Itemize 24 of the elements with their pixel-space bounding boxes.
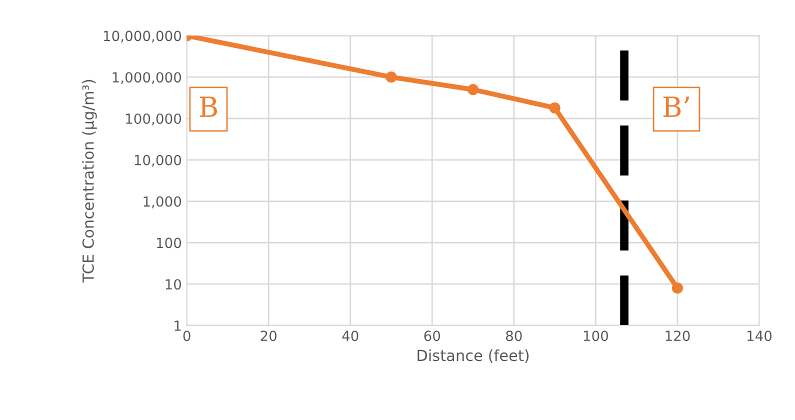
y-axis-title: TCE Concentration (µg/m³) [82,80,97,283]
point [672,282,684,294]
annotation: B’ [663,96,689,117]
annotation: B [200,96,217,117]
y-tick-label: 10,000,000 [104,30,182,43]
x-tick-label: 140 [747,330,772,342]
y-tick-label: 1 [174,320,181,331]
x-tick-label: 120 [666,330,690,342]
point [386,72,397,83]
y-tick-label: 10,000 [134,154,182,167]
x-tick-label: 80 [506,330,522,342]
y-tick-label: 1,000,000 [112,72,182,84]
y-tick-label: 1,000 [144,196,182,208]
y-tick-label: 100 [156,238,182,248]
x-tick-label: 60 [424,330,440,342]
x-axis-title: Distance (feet) [418,349,529,363]
x-tick-label: 20 [260,330,277,342]
point [467,84,479,96]
y-tick-label: 100,000 [126,113,182,126]
x-tick-label: 40 [342,330,358,342]
x-tick-label: 100 [584,330,608,342]
x-tick-label: 0 [183,330,190,342]
y-tick-label: 10 [166,279,182,290]
point [549,102,560,114]
